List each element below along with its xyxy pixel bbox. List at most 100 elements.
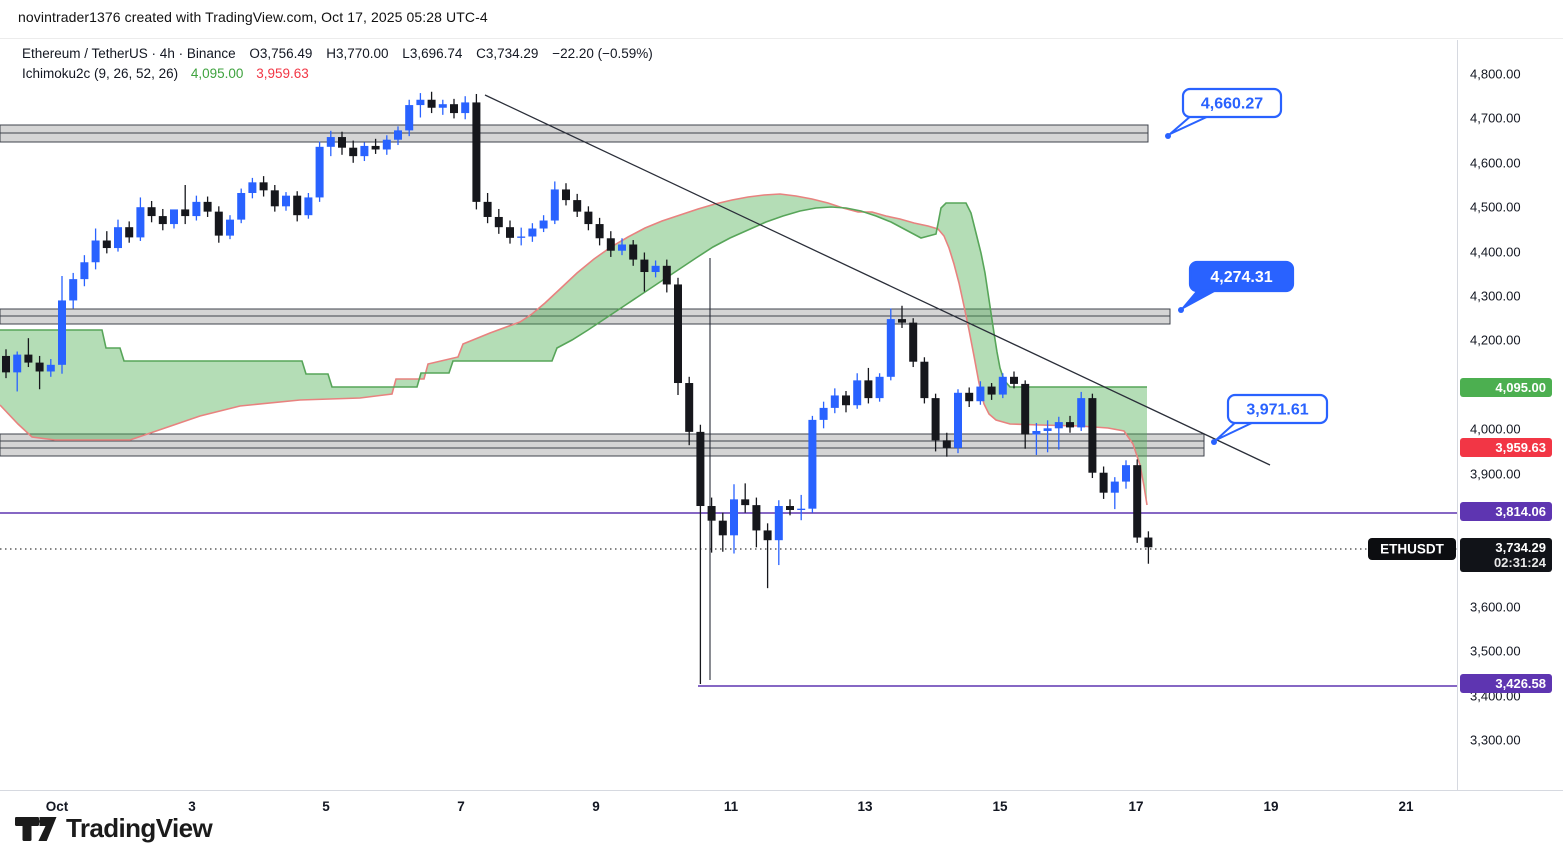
descending-trendline[interactable] [484,94,1271,466]
high-label: H [326,46,336,61]
time-tick-3: 3 [188,799,196,814]
candle-down [472,102,481,202]
purple-level-badge-1[interactable]: 3,814.06 [1460,502,1552,522]
time-tick-7: 7 [457,799,465,814]
time-tick-11: 11 [723,799,739,814]
attribution-text: novintrader1376 created with TradingView… [18,9,488,25]
senkou-a-value: 3,959.63 [256,66,309,81]
senkou-a-badge[interactable]: 3,959.63 [1460,437,1552,457]
candle-down [102,240,111,249]
candle-up [539,220,548,229]
candle-down [203,201,212,212]
price-callout[interactable] [1181,87,1283,119]
close-label: C [476,46,486,61]
candle-up [136,207,145,238]
time-tick-5: 5 [322,799,330,814]
attribution-separator [0,38,1563,39]
candle-up [774,506,783,541]
candle-down [158,216,167,225]
candle-down [718,520,727,536]
senkou-b-badge[interactable]: 4,095.00 [1460,377,1552,397]
candle-up [1043,428,1052,431]
candle-up [819,407,828,420]
candle-down [629,244,638,260]
demand-zone-3971[interactable] [0,433,1205,457]
price-tick-4400: 4,400.00 [1470,244,1521,260]
price-tick-4700: 4,700.00 [1470,110,1521,126]
candle-down [483,201,492,217]
price-axis[interactable]: 4,800.00 4,700.00 4,600.00 4,500.00 4,400.00… [1457,40,1563,790]
candle-down [1066,422,1074,428]
candle-down [1021,383,1030,435]
ichimoku-cloud-fill [0,194,1147,505]
candle-up [304,197,313,216]
candle-up [382,139,391,150]
tradingview-logo[interactable]: TradingView [15,813,213,844]
candle-up [461,102,470,114]
senkou-a-line [0,193,1148,506]
candle-up [282,195,290,207]
candle-down [1144,537,1153,548]
candle-down [338,137,346,148]
candle-down [965,392,974,402]
candle-up [853,380,862,406]
candle-down [909,322,918,362]
candle-up [405,105,414,131]
symbol-legend[interactable]: Ethereum / TetherUS · 4h · Binance O3,75… [22,46,663,61]
candle-down [696,431,705,507]
candle-up [394,130,402,140]
candle-down [1099,472,1108,493]
tradingview-wordmark: TradingView [66,813,213,843]
candle-up [170,209,178,225]
candle-up [517,236,526,238]
price-tick-4600: 4,600.00 [1470,155,1521,171]
candle-down [506,227,514,238]
time-axis[interactable]: Oct 3 5 7 9 11 13 15 17 19 21 [0,790,1563,827]
candle-down [293,195,302,216]
high-value: 3,770.00 [335,46,389,61]
candle-up [91,240,100,263]
price-tick-3300: 3,300.00 [1470,732,1521,748]
indicator-name: Ichimoku2c (9, 26, 52, 26) [22,66,179,81]
candle-up [226,219,234,236]
indicator-legend[interactable]: Ichimoku2c (9, 26, 52, 26) 4,095.00 3,95… [22,66,309,81]
candle-down [24,354,33,363]
time-tick-9: 9 [592,799,600,814]
candle-down [786,506,794,511]
candle-down [573,200,582,212]
candle-down [898,319,906,323]
symbol-price-flag [1368,538,1456,560]
candle-up [550,189,559,221]
candle-down [181,209,190,217]
candle-down [685,383,694,432]
candle-down [1010,376,1018,384]
candle-up [438,104,447,108]
purple-level-badge-2[interactable]: 3,426.58 [1460,674,1552,694]
candle-down [942,440,951,448]
price-callout[interactable] [1188,260,1295,293]
candle-up [46,364,55,372]
candle-down [763,530,772,541]
candle-down [2,355,10,373]
candle-down [920,361,929,399]
tradingview-logo-icon [15,816,57,841]
candle-down [674,284,682,384]
candle-up [618,244,626,251]
candle-down [741,499,750,506]
last-price-badge[interactable]: 3,734.29 02:31:24 [1460,537,1552,572]
callout-text: 4,274.31 [1210,269,1272,286]
candle-down [35,362,44,372]
candle-up [528,228,537,237]
candle-down [595,224,604,239]
candle-up [114,227,122,249]
candle-up [416,99,425,106]
price-callout[interactable] [1226,393,1329,425]
price-tick-3600: 3,600.00 [1470,599,1521,615]
candle-down [584,211,593,225]
candle-down [427,99,436,108]
candle-down [1133,465,1142,538]
candle-down [1088,398,1097,473]
price-tick-3900: 3,900.00 [1470,466,1521,482]
